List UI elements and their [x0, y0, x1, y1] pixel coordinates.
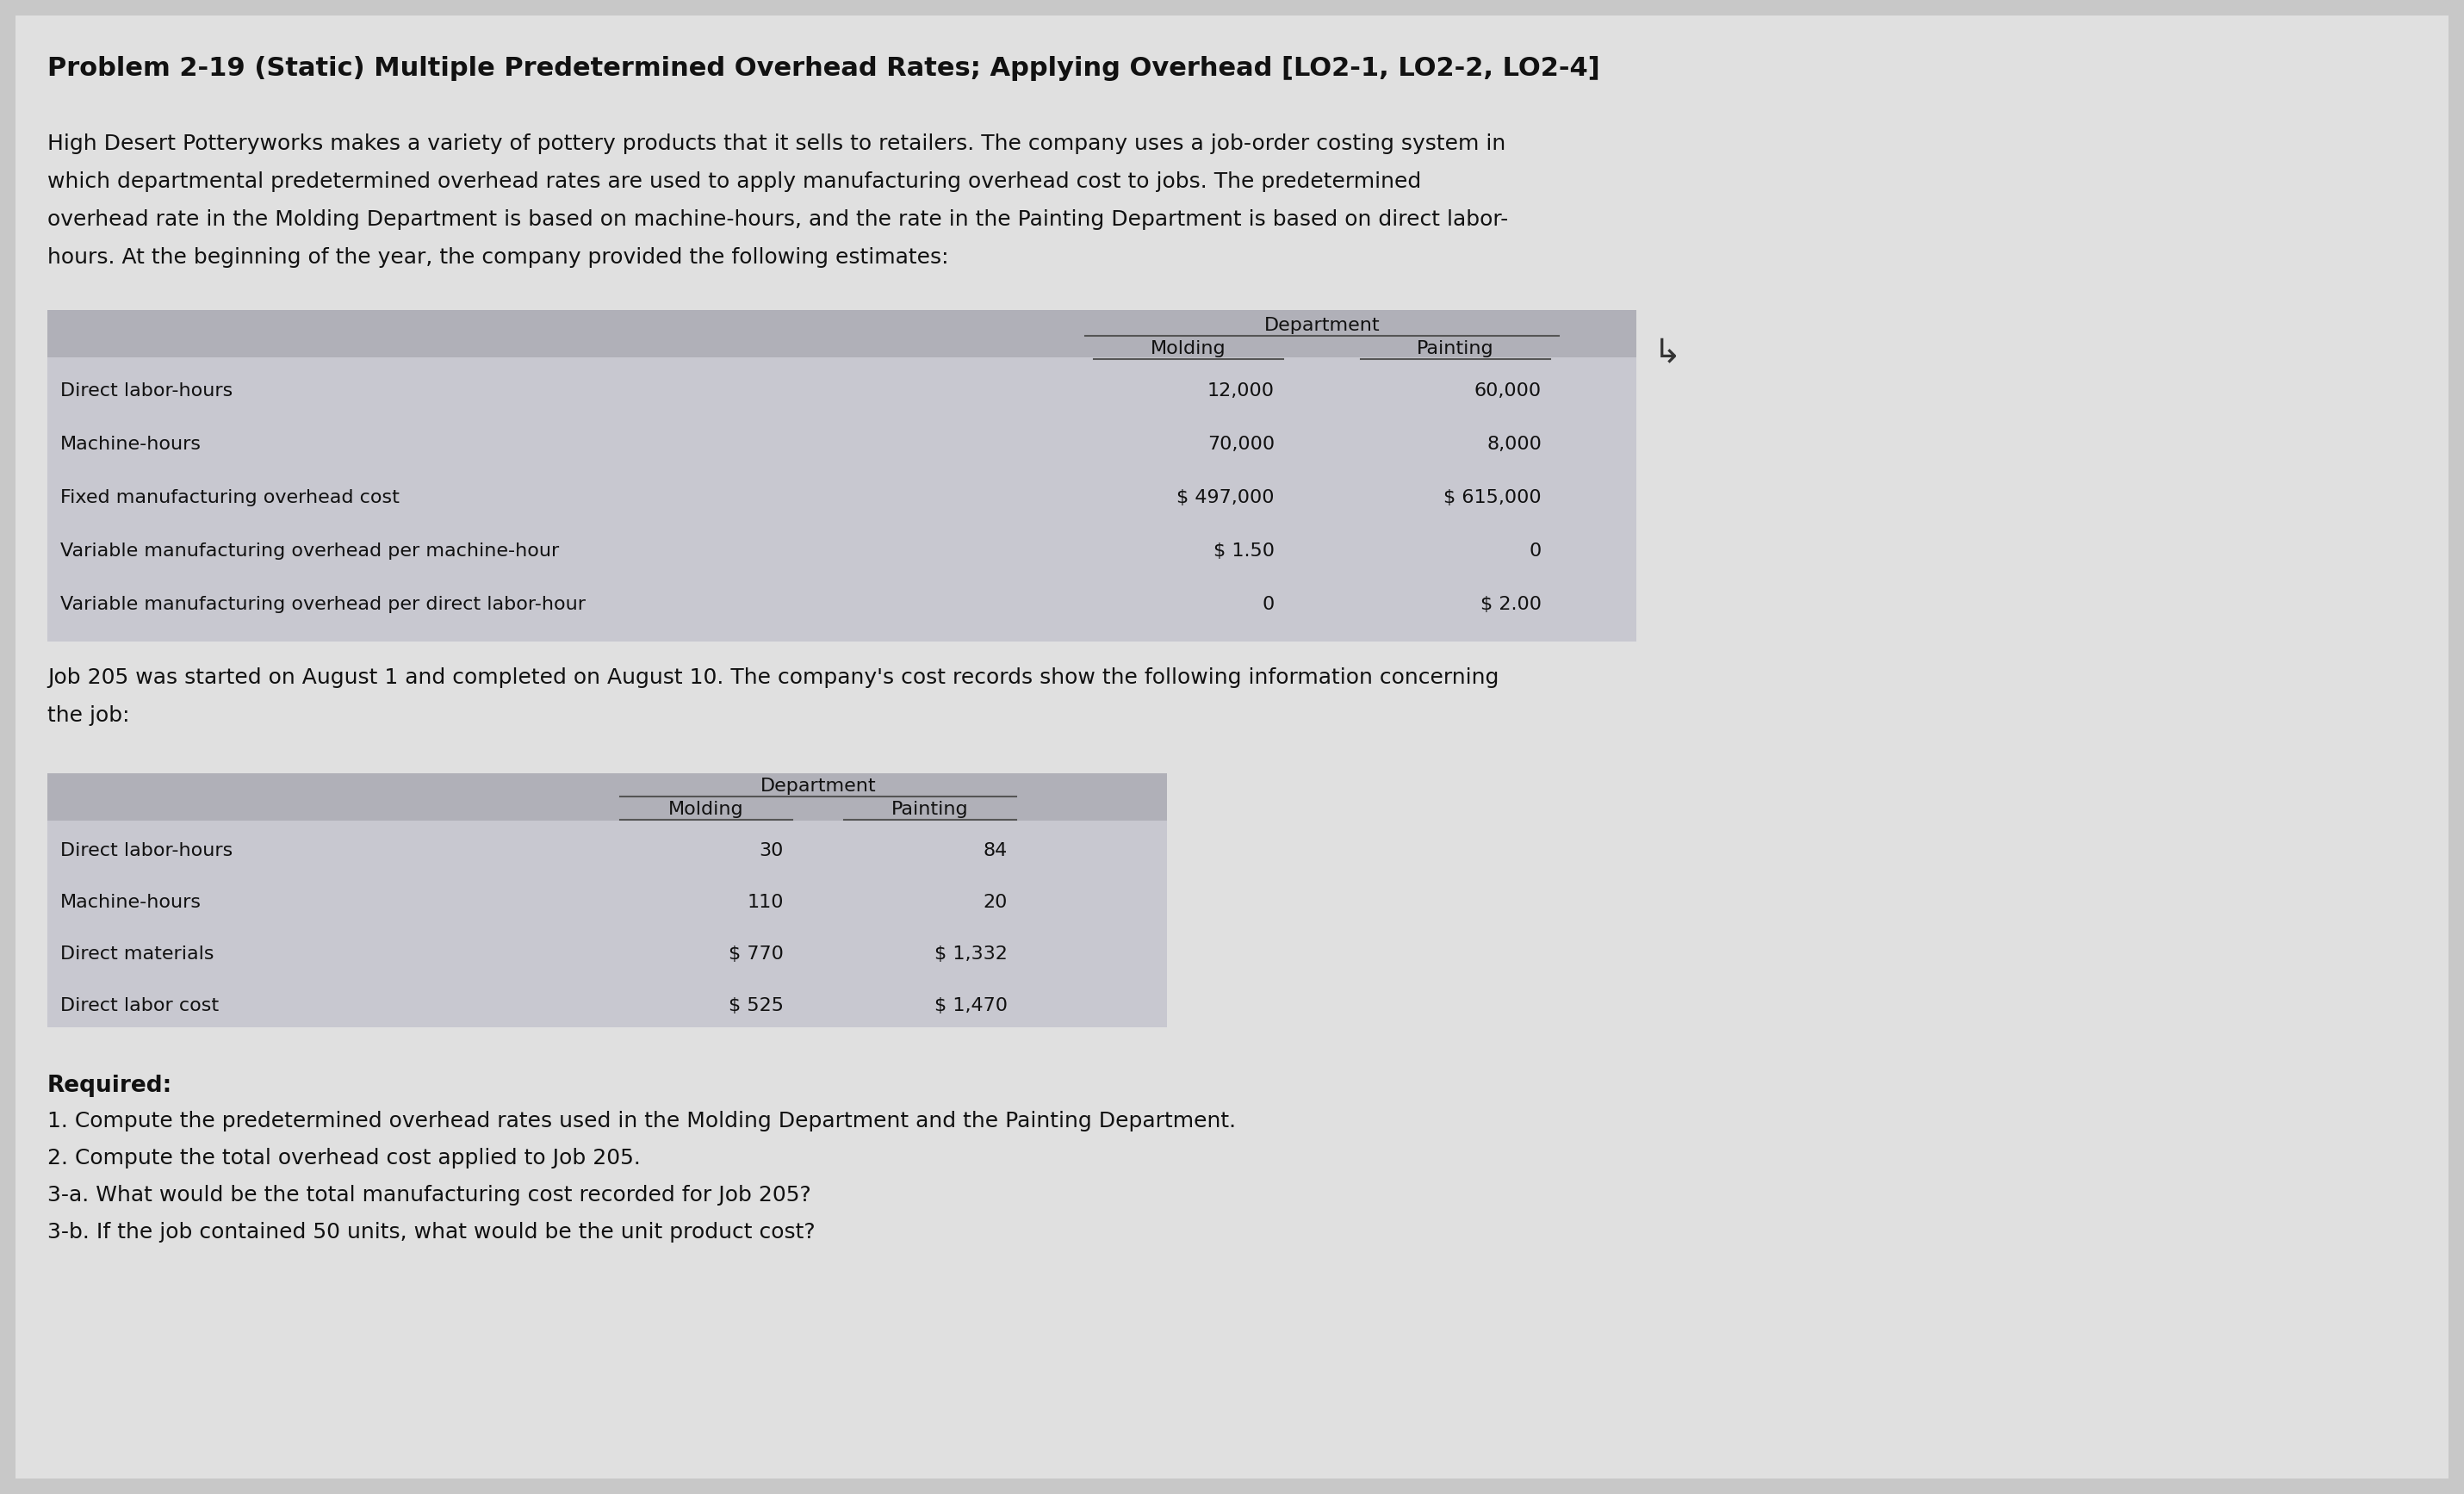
Text: Fixed manufacturing overhead cost: Fixed manufacturing overhead cost — [59, 489, 399, 506]
Text: Direct labor cost: Direct labor cost — [59, 996, 219, 1014]
Text: 0: 0 — [1530, 542, 1542, 560]
Text: Molding: Molding — [1151, 341, 1227, 357]
Text: 84: 84 — [983, 843, 1008, 859]
Text: Job 205 was started on August 1 and completed on August 10. The company's cost r: Job 205 was started on August 1 and comp… — [47, 668, 1498, 689]
Text: 0: 0 — [1262, 596, 1274, 613]
Text: $ 497,000: $ 497,000 — [1178, 489, 1274, 506]
Text: hours. At the beginning of the year, the company provided the following estimate: hours. At the beginning of the year, the… — [47, 247, 949, 267]
Text: ↳: ↳ — [1653, 336, 1680, 369]
Bar — [47, 357, 1636, 641]
Text: Problem 2-19 (Static) Multiple Predetermined Overhead Rates; Applying Overhead [: Problem 2-19 (Static) Multiple Predeterm… — [47, 55, 1599, 81]
Text: $ 770: $ 770 — [729, 946, 784, 962]
Text: 60,000: 60,000 — [1473, 382, 1542, 399]
Text: $ 525: $ 525 — [729, 996, 784, 1014]
Text: 2. Compute the total overhead cost applied to Job 205.: 2. Compute the total overhead cost appli… — [47, 1147, 641, 1168]
Text: Variable manufacturing overhead per direct labor-hour: Variable manufacturing overhead per dire… — [59, 596, 586, 613]
Text: 70,000: 70,000 — [1207, 436, 1274, 453]
Text: Molding: Molding — [668, 801, 744, 819]
Bar — [47, 309, 1636, 357]
Text: Required:: Required: — [47, 1074, 172, 1097]
Text: 8,000: 8,000 — [1486, 436, 1542, 453]
Text: Direct labor-hours: Direct labor-hours — [59, 843, 232, 859]
Text: High Desert Potteryworks makes a variety of pottery products that it sells to re: High Desert Potteryworks makes a variety… — [47, 133, 1506, 154]
Text: Department: Department — [761, 777, 877, 795]
Text: 30: 30 — [759, 843, 784, 859]
Text: 1. Compute the predetermined overhead rates used in the Molding Department and t: 1. Compute the predetermined overhead ra… — [47, 1112, 1237, 1131]
Text: Department: Department — [1264, 317, 1380, 335]
Text: Direct labor-hours: Direct labor-hours — [59, 382, 232, 399]
Text: the job:: the job: — [47, 705, 131, 726]
Bar — [47, 820, 1168, 1028]
Text: Painting: Painting — [1417, 341, 1493, 357]
Text: which departmental predetermined overhead rates are used to apply manufacturing : which departmental predetermined overhea… — [47, 172, 1422, 193]
Text: Variable manufacturing overhead per machine-hour: Variable manufacturing overhead per mach… — [59, 542, 559, 560]
Text: 3-a. What would be the total manufacturing cost recorded for Job 205?: 3-a. What would be the total manufacturi… — [47, 1185, 811, 1206]
Text: $ 1.50: $ 1.50 — [1212, 542, 1274, 560]
Text: overhead rate in the Molding Department is based on machine-hours, and the rate : overhead rate in the Molding Department … — [47, 209, 1508, 230]
Text: Direct materials: Direct materials — [59, 946, 214, 962]
Text: $ 615,000: $ 615,000 — [1444, 489, 1542, 506]
Text: Machine-hours: Machine-hours — [59, 436, 202, 453]
Text: $ 2.00: $ 2.00 — [1481, 596, 1542, 613]
Text: $ 1,470: $ 1,470 — [934, 996, 1008, 1014]
Text: 110: 110 — [747, 893, 784, 911]
Text: 12,000: 12,000 — [1207, 382, 1274, 399]
Text: 20: 20 — [983, 893, 1008, 911]
Text: $ 1,332: $ 1,332 — [934, 946, 1008, 962]
Text: Machine-hours: Machine-hours — [59, 893, 202, 911]
Text: Painting: Painting — [892, 801, 968, 819]
Text: 3-b. If the job contained 50 units, what would be the unit product cost?: 3-b. If the job contained 50 units, what… — [47, 1222, 816, 1243]
Bar — [47, 774, 1168, 820]
